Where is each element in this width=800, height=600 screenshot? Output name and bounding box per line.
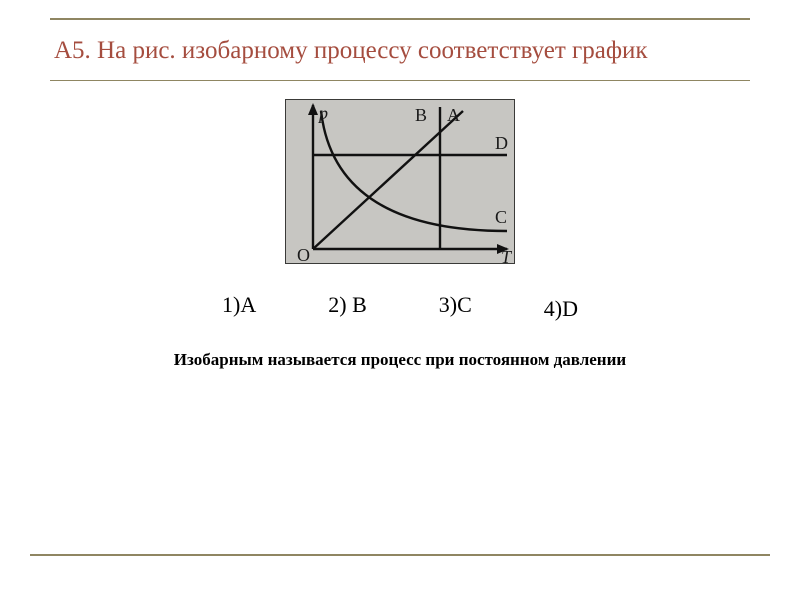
svg-text:C: C <box>495 207 507 227</box>
option-b[interactable]: 2) В <box>328 292 367 322</box>
svg-text:A: A <box>447 105 460 125</box>
pt-chart-svg: OpTABCD <box>285 99 515 264</box>
chart-container: OpTABCD <box>30 99 770 264</box>
svg-text:p: p <box>317 103 328 123</box>
option-c[interactable]: 3)С <box>439 292 472 322</box>
svg-text:D: D <box>495 133 508 153</box>
option-d[interactable]: 4)D <box>544 296 578 322</box>
slide: А5. На рис. изобарному процессу соответс… <box>0 0 800 600</box>
bottom-rule <box>30 554 770 556</box>
answer-options: 1)А 2) В 3)С 4)D <box>30 292 770 322</box>
explanation-note: Изобарным называется процесс при постоян… <box>30 350 770 370</box>
question-title: А5. На рис. изобарному процессу соответс… <box>54 34 746 68</box>
option-a[interactable]: 1)А <box>222 292 256 322</box>
pt-chart: OpTABCD <box>285 99 515 264</box>
svg-text:O: O <box>297 245 310 264</box>
svg-text:B: B <box>415 105 427 125</box>
title-underline <box>50 80 750 81</box>
top-rule <box>50 18 750 20</box>
